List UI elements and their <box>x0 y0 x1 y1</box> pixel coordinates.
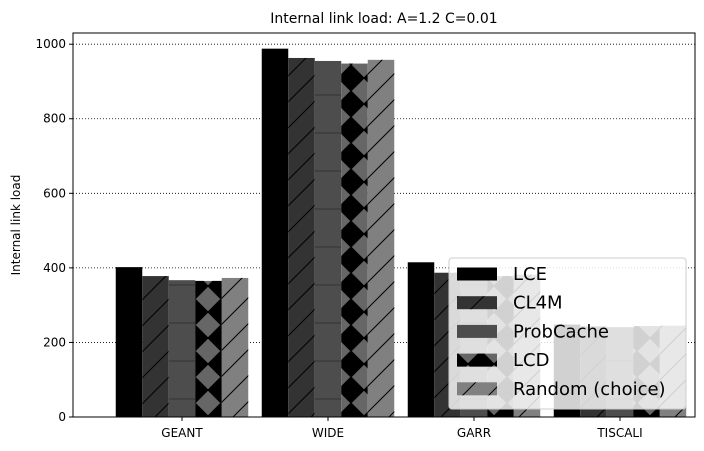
bar-hatch <box>288 57 315 418</box>
legend-swatch <box>457 267 497 281</box>
y-tick-label: 1000 <box>35 37 66 51</box>
legend-label: CL4M <box>513 293 563 314</box>
x-tick-label: GEANT <box>161 426 203 440</box>
bar-hatch <box>142 276 169 417</box>
x-tick-label: TISCALI <box>596 426 642 440</box>
legend: LCE CL4M ProbCache LCD Random (choice) <box>448 257 687 410</box>
bar-hatch <box>341 63 368 418</box>
legend-label: Random (choice) <box>513 379 666 400</box>
legend-swatch-hatch <box>457 296 497 310</box>
bar-hatch <box>221 277 249 417</box>
bar-hatch <box>314 60 342 417</box>
legend-box <box>448 257 687 410</box>
bar <box>115 267 143 417</box>
bar <box>261 48 289 417</box>
legend-label: ProbCache <box>513 321 609 342</box>
y-tick-label: 600 <box>43 186 66 200</box>
plot-frame <box>72 32 696 418</box>
y-tick-label: 400 <box>43 261 66 275</box>
bar-hatch <box>195 280 222 417</box>
legend-label: LCE <box>513 264 547 285</box>
y-axis-label: Internal link load <box>9 175 23 276</box>
x-tick-label: WIDE <box>312 426 344 440</box>
y-tick-label: 800 <box>43 112 66 126</box>
x-tick-label: GARR <box>457 426 491 440</box>
bar-hatch <box>168 280 196 417</box>
chart-title: Internal link load: A=1.2 C=0.01 <box>270 11 497 27</box>
legend-swatch-hatch <box>457 324 497 338</box>
legend-label: LCD <box>513 350 549 371</box>
bar <box>407 262 435 417</box>
axes <box>69 32 696 421</box>
legend-swatch-hatch <box>457 382 497 396</box>
legend-swatch-hatch <box>457 353 497 367</box>
bar-hatch <box>367 59 395 418</box>
y-tick-label: 200 <box>43 335 66 349</box>
tick-labels: 0 200 400 600 800 1000 GEANT WIDE GARR TISCALI <box>35 37 642 440</box>
y-tick-label: 0 <box>58 410 66 424</box>
